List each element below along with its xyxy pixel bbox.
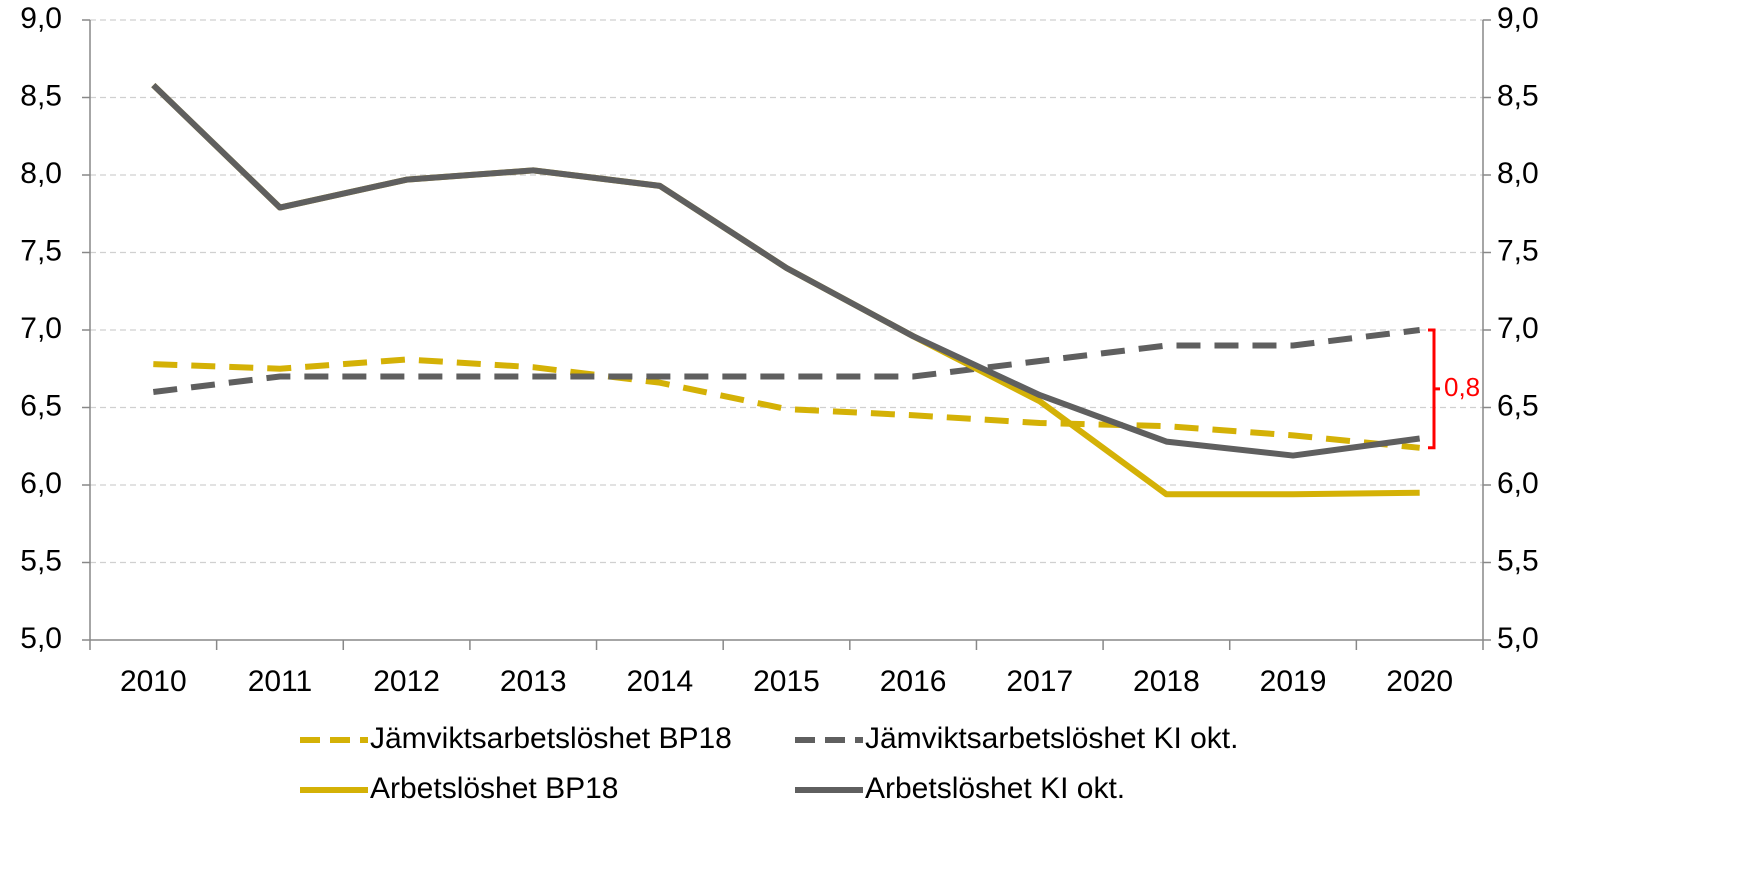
legend-label: Arbetslöshet KI okt. bbox=[865, 772, 1125, 805]
x-tick-label: 2015 bbox=[753, 665, 820, 698]
line bbox=[153, 356, 1420, 451]
legend-label: Jämviktsarbetslöshet BP18 bbox=[370, 722, 732, 755]
line bbox=[151, 82, 1421, 459]
y2-tick-label: 8,5 bbox=[1497, 79, 1539, 112]
y-tick-label: 5,0 bbox=[20, 622, 62, 655]
y2-tick-label: 7,5 bbox=[1497, 234, 1539, 267]
x-tick-label: 2018 bbox=[1133, 665, 1200, 698]
annotation: 0,8 bbox=[1444, 372, 1480, 402]
legend-label: Arbetslöshet BP18 bbox=[370, 772, 618, 805]
line bbox=[152, 327, 1421, 395]
x-tick-label: 2020 bbox=[1386, 665, 1453, 698]
y2-tick-label: 5,5 bbox=[1497, 544, 1539, 577]
x-tick-label: 2010 bbox=[120, 665, 187, 698]
y-tick-label: 6,5 bbox=[20, 389, 62, 422]
y-tick-label: 7,5 bbox=[20, 234, 62, 267]
x-tick-label: 2012 bbox=[373, 665, 440, 698]
y-tick-label: 6,0 bbox=[20, 467, 62, 500]
y-tick-label: 8,5 bbox=[20, 79, 62, 112]
y2-tick-label: 9,0 bbox=[1497, 2, 1539, 35]
y2-tick-label: 8,0 bbox=[1497, 157, 1539, 190]
x-tick-label: 2016 bbox=[880, 665, 947, 698]
y2-tick-label: 5,0 bbox=[1497, 622, 1539, 655]
y2-tick-label: 6,5 bbox=[1497, 389, 1539, 422]
y-tick-label: 8,0 bbox=[20, 157, 62, 190]
y-tick-label: 9,0 bbox=[20, 2, 62, 35]
legend-label: Jämviktsarbetslöshet KI okt. bbox=[865, 722, 1238, 755]
y2-tick-label: 7,0 bbox=[1497, 312, 1539, 345]
x-tick-label: 2019 bbox=[1260, 665, 1327, 698]
x-tick-label: 2017 bbox=[1006, 665, 1073, 698]
x-tick-label: 2013 bbox=[500, 665, 567, 698]
y-tick-label: 5,5 bbox=[20, 544, 62, 577]
annotation-bracket bbox=[1428, 328, 1440, 450]
y-tick-label: 7,0 bbox=[20, 312, 62, 345]
x-tick-label: 2014 bbox=[626, 665, 693, 698]
y2-tick-label: 6,0 bbox=[1497, 467, 1539, 500]
x-tick-label: 2011 bbox=[248, 665, 313, 698]
